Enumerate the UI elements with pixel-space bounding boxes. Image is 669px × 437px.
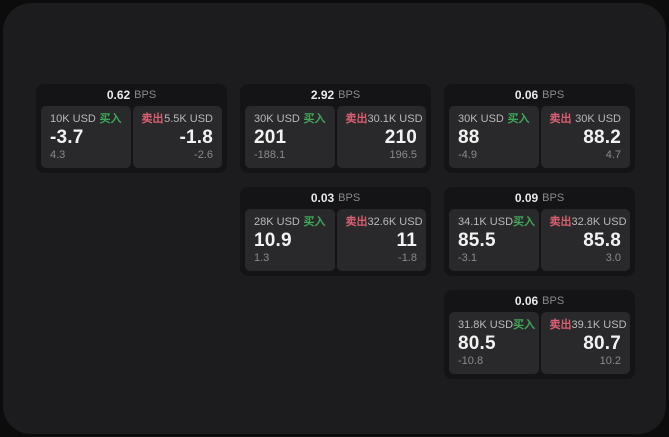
bps-unit-label: BPS <box>338 192 361 204</box>
sell-tag: 卖出 <box>345 113 368 125</box>
sell-delta: 196.5 <box>389 149 417 161</box>
buy-delta: 1.3 <box>254 252 270 264</box>
quote-card-3: 0.03 BPS 28K USD 买入 10.9 1.3 卖出 32.6K US… <box>240 187 431 276</box>
sell-tag: 卖出 <box>549 216 572 228</box>
sell-delta: 4.7 <box>605 149 621 161</box>
sell-price: 11 <box>396 230 417 251</box>
card-header: 0.09 BPS <box>449 187 630 209</box>
buy-size: 31.8K USD <box>458 319 514 331</box>
buy-tag: 买入 <box>303 113 326 125</box>
buy-tag: 买入 <box>513 216 536 228</box>
card-header: 0.03 BPS <box>245 187 426 209</box>
bps-value: 0.09 <box>514 191 539 205</box>
sell-tile[interactable]: 卖出 39.1K USD 80.7 10.2 <box>540 312 630 374</box>
card-body: 34.1K USD 买入 85.5 -3.1 卖出 32.8K USD 85.8… <box>449 209 630 271</box>
quote-card-grid: 0.62 BPS 10K USD 买入 -3.7 4.3 卖出 5.5K USD… <box>36 84 635 379</box>
buy-tile[interactable]: 31.8K USD 买入 80.5 -10.8 <box>449 312 539 374</box>
sell-delta: 3.0 <box>605 252 621 264</box>
buy-delta: -10.8 <box>458 355 484 367</box>
bps-unit-label: BPS <box>542 89 565 101</box>
card-body: 30K USD 买入 201 -188.1 卖出 30.1K USD 210 1… <box>245 106 426 168</box>
buy-tag: 买入 <box>513 319 536 331</box>
bps-value: 2.92 <box>310 88 335 102</box>
sell-tile[interactable]: 卖出 5.5K USD -1.8 -2.6 <box>132 106 222 168</box>
buy-tag: 买入 <box>303 216 326 228</box>
sell-price: 85.8 <box>583 230 621 251</box>
sell-tag: 卖出 <box>141 113 164 125</box>
sell-tag: 卖出 <box>549 319 572 331</box>
quote-card-0: 0.62 BPS 10K USD 买入 -3.7 4.3 卖出 5.5K USD… <box>36 84 227 173</box>
buy-delta: 4.3 <box>50 149 66 161</box>
buy-price: 201 <box>254 127 287 148</box>
buy-tag: 买入 <box>507 113 530 125</box>
buy-delta: -4.9 <box>458 149 477 161</box>
bps-unit-label: BPS <box>542 295 565 307</box>
buy-tag: 买入 <box>99 113 122 125</box>
sell-size: 32.8K USD <box>571 216 627 228</box>
card-header: 2.92 BPS <box>245 84 426 106</box>
card-body: 30K USD 买入 88 -4.9 卖出 30K USD 88.2 4.7 <box>449 106 630 168</box>
buy-price: -3.7 <box>50 127 84 148</box>
card-body: 31.8K USD 买入 80.5 -10.8 卖出 39.1K USD 80.… <box>449 312 630 374</box>
card-body: 10K USD 买入 -3.7 4.3 卖出 5.5K USD -1.8 -2.… <box>41 106 222 168</box>
buy-size: 10K USD <box>50 113 96 125</box>
buy-size: 30K USD <box>458 113 504 125</box>
buy-tile[interactable]: 30K USD 买入 201 -188.1 <box>245 106 335 168</box>
quote-card-4: 0.09 BPS 34.1K USD 买入 85.5 -3.1 卖出 32.8K… <box>444 187 635 276</box>
sell-size: 39.1K USD <box>571 319 627 331</box>
bps-unit-label: BPS <box>134 89 157 101</box>
buy-size: 34.1K USD <box>458 216 514 228</box>
quote-card-2: 0.06 BPS 30K USD 买入 88 -4.9 卖出 30K USD 8… <box>444 84 635 173</box>
buy-price: 10.9 <box>254 230 292 251</box>
quote-card-1: 2.92 BPS 30K USD 买入 201 -188.1 卖出 30.1K … <box>240 84 431 173</box>
sell-size: 32.6K USD <box>367 216 423 228</box>
buy-tile[interactable]: 28K USD 买入 10.9 1.3 <box>245 209 335 271</box>
sell-price: 88.2 <box>583 127 621 148</box>
sell-size: 5.5K USD <box>164 113 213 125</box>
card-header: 0.62 BPS <box>41 84 222 106</box>
sell-price: -1.8 <box>179 127 213 148</box>
buy-tile[interactable]: 34.1K USD 买入 85.5 -3.1 <box>449 209 539 271</box>
card-header: 0.06 BPS <box>449 290 630 312</box>
sell-price: 80.7 <box>583 333 621 354</box>
sell-delta: 10.2 <box>599 355 621 367</box>
bps-value: 0.62 <box>106 88 131 102</box>
sell-tag: 卖出 <box>549 113 572 125</box>
bps-value: 0.06 <box>514 88 539 102</box>
sell-tile[interactable]: 卖出 30K USD 88.2 4.7 <box>540 106 630 168</box>
quote-card-5: 0.06 BPS 31.8K USD 买入 80.5 -10.8 卖出 39.1… <box>444 290 635 379</box>
sell-tile[interactable]: 卖出 32.8K USD 85.8 3.0 <box>540 209 630 271</box>
sell-delta: -1.8 <box>398 252 417 264</box>
card-body: 28K USD 买入 10.9 1.3 卖出 32.6K USD 11 -1.8 <box>245 209 426 271</box>
buy-tile[interactable]: 30K USD 买入 88 -4.9 <box>449 106 539 168</box>
bps-value: 0.03 <box>310 191 335 205</box>
buy-delta: -188.1 <box>254 149 286 161</box>
buy-price: 85.5 <box>458 230 496 251</box>
buy-size: 30K USD <box>254 113 300 125</box>
sell-delta: -2.6 <box>194 149 213 161</box>
buy-delta: -3.1 <box>458 252 477 264</box>
bps-value: 0.06 <box>514 294 539 308</box>
sell-tag: 卖出 <box>345 216 368 228</box>
sell-size: 30.1K USD <box>367 113 423 125</box>
card-header: 0.06 BPS <box>449 84 630 106</box>
bps-unit-label: BPS <box>542 192 565 204</box>
bps-unit-label: BPS <box>338 89 361 101</box>
buy-tile[interactable]: 10K USD 买入 -3.7 4.3 <box>41 106 131 168</box>
sell-size: 30K USD <box>575 113 621 125</box>
sell-tile[interactable]: 卖出 30.1K USD 210 196.5 <box>336 106 426 168</box>
sell-tile[interactable]: 卖出 32.6K USD 11 -1.8 <box>336 209 426 271</box>
buy-price: 80.5 <box>458 333 496 354</box>
buy-price: 88 <box>458 127 480 148</box>
sell-price: 210 <box>384 127 417 148</box>
buy-size: 28K USD <box>254 216 300 228</box>
